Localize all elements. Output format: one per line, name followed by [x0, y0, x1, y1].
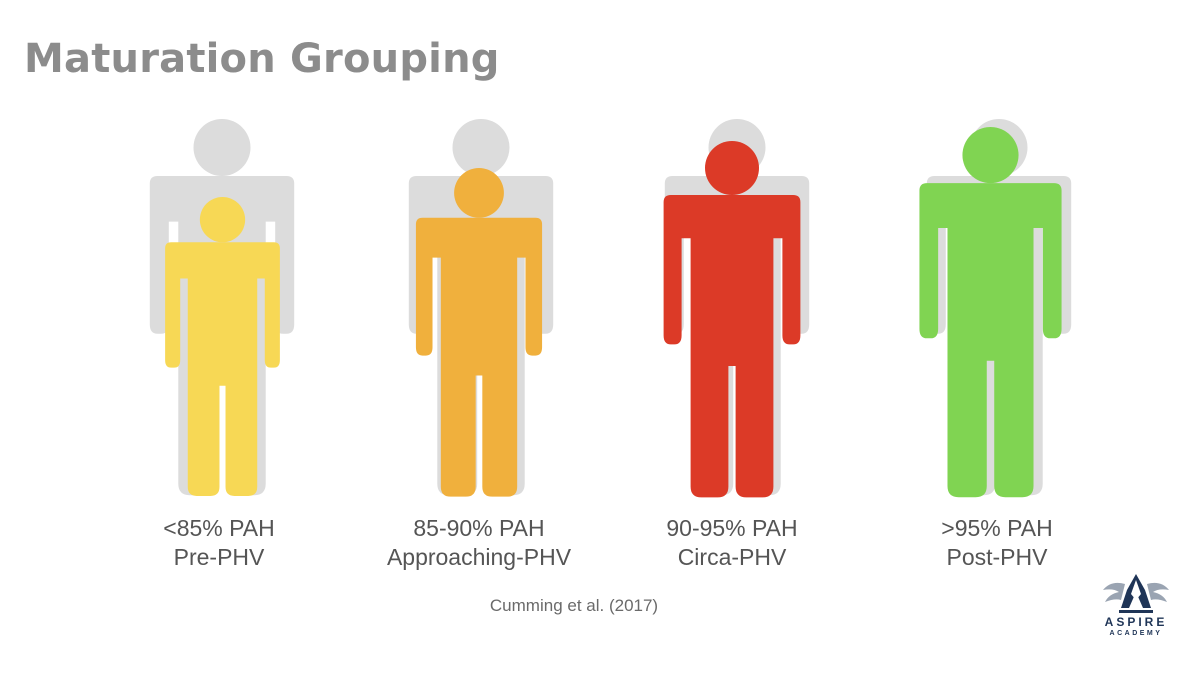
group-label-post-phv: >95% PAH Post-PHV: [867, 514, 1127, 572]
pah-range-text: <85% PAH: [163, 515, 275, 541]
phv-stage-text: Circa-PHV: [677, 544, 787, 570]
figure-group-circa-phv: [663, 119, 810, 498]
citation: Cumming et al. (2017): [489, 596, 659, 615]
phv-stage-text: Pre-PHV: [173, 544, 265, 570]
pah-range-text: >95% PAH: [941, 515, 1053, 541]
group-label-approaching-phv: 85-90% PAH Approaching-PHV: [349, 514, 609, 572]
pah-range-text: 85-90% PAH: [413, 515, 545, 541]
phv-stage-text: Post-PHV: [946, 544, 1048, 570]
logo-name-text: ASPIRE: [1104, 615, 1168, 629]
figure-group-post-phv: [919, 119, 1072, 498]
figure-group-pre-phv: [149, 119, 295, 496]
wings-emblem-icon: [1103, 574, 1169, 613]
pah-range-text: 90-95% PAH: [666, 515, 798, 541]
figure-group-approaching-phv: [408, 119, 554, 497]
phv-stage-text: Approaching-PHV: [386, 544, 572, 570]
group-label-pre-phv: <85% PAH Pre-PHV: [89, 514, 349, 572]
aspire-academy-logo: ASPIRE ACADEMY: [1086, 570, 1186, 656]
group-label-circa-phv: 90-95% PAH Circa-PHV: [602, 514, 862, 572]
page-title: Maturation Grouping: [24, 36, 500, 82]
logo-sub-text: ACADEMY: [1109, 630, 1163, 637]
